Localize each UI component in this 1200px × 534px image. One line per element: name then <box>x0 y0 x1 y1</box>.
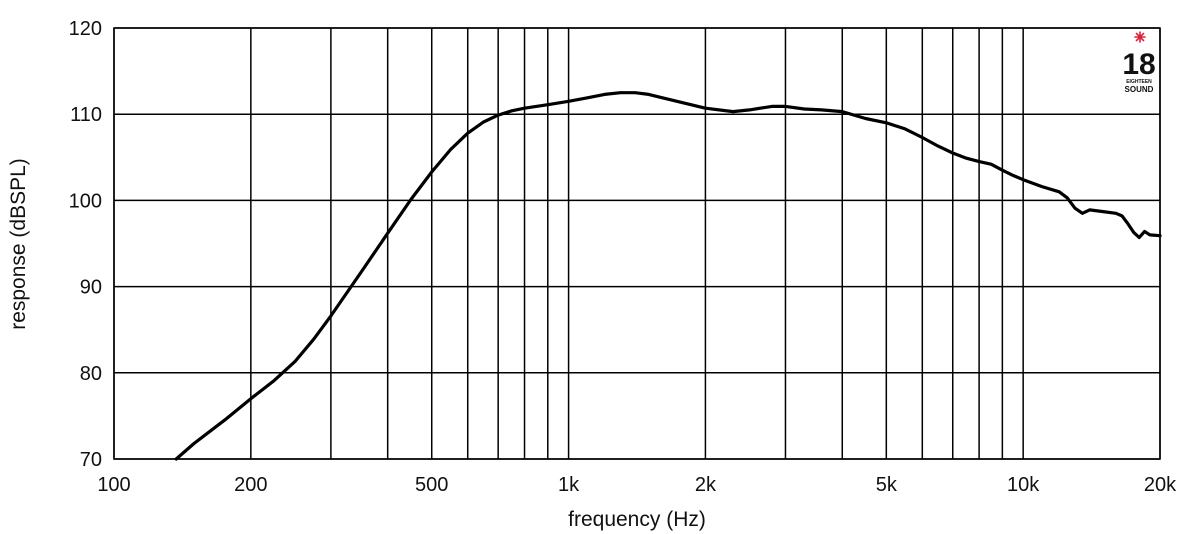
x-axis-label: frequency (Hz) <box>568 508 706 531</box>
y-tick-label: 80 <box>80 363 102 385</box>
x-tick-label: 10k <box>1007 474 1040 496</box>
x-tick-label: 20k <box>1144 474 1177 496</box>
logo-number: 18 <box>1122 48 1155 81</box>
x-tick-label: 500 <box>415 474 448 496</box>
x-tick-label: 200 <box>234 474 267 496</box>
y-tick-labels: 70 80 90 100 110 120 <box>69 18 102 471</box>
y-axis-label: response (dBSPL) <box>7 158 30 330</box>
logo-line2: SOUND <box>1125 85 1154 94</box>
response-curve <box>174 91 1162 461</box>
grid <box>113 27 1161 460</box>
y-tick-label: 100 <box>69 190 102 212</box>
star-icon <box>1134 31 1146 43</box>
x-tick-label: 1k <box>558 474 580 496</box>
x-tick-label: 2k <box>695 474 717 496</box>
y-tick-label: 120 <box>69 18 102 40</box>
eighteen-sound-logo: 18 EIGHTEEN SOUND <box>1122 31 1156 94</box>
plot-frame <box>113 27 1161 460</box>
x-tick-label: 100 <box>97 474 130 496</box>
logo-line1: EIGHTEEN <box>1126 79 1152 85</box>
y-tick-label: 70 <box>80 449 102 471</box>
y-tick-label: 110 <box>70 104 102 126</box>
x-tick-label: 5k <box>876 474 898 496</box>
x-tick-labels: 100 200 500 1k 2k 5k 10k 20k <box>97 474 1177 496</box>
y-tick-label: 90 <box>80 277 102 299</box>
